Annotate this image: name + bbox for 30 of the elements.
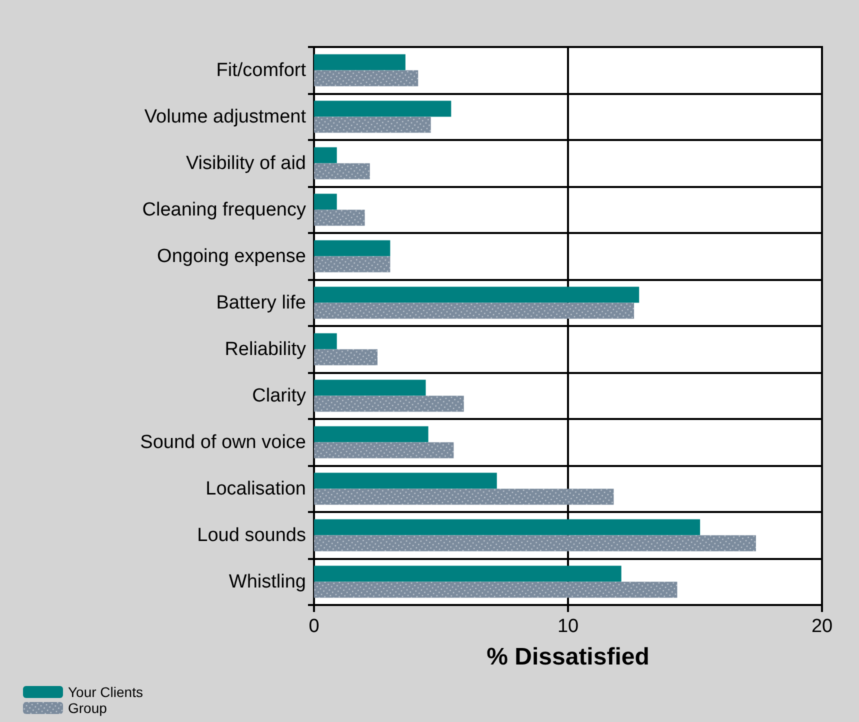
y-tick-label: Fit/comfort — [216, 60, 307, 81]
legend-label: Group — [68, 700, 108, 716]
y-tick-label: Ongoing expense — [157, 246, 306, 267]
y-tick-label: Reliability — [224, 338, 306, 360]
y-tick-label: Visibility of aid — [186, 152, 306, 174]
bar — [314, 286, 640, 303]
bar — [314, 147, 337, 164]
bar — [314, 100, 452, 117]
y-tick-label: Volume adjustment — [144, 106, 307, 128]
bar — [314, 380, 426, 396]
x-tick-label: 10 — [557, 616, 579, 637]
legend-label: Your Clients — [68, 684, 143, 700]
bar — [314, 240, 390, 256]
bar — [314, 519, 700, 536]
y-tick-label: Whistling — [228, 571, 306, 592]
bar — [314, 333, 337, 350]
y-tick-label: Cleaning frequency — [142, 199, 306, 220]
x-tick-label: 0 — [308, 616, 320, 637]
y-tick-label: Battery life — [216, 292, 306, 314]
y-tick-label: Localisation — [206, 478, 306, 500]
bar — [314, 54, 406, 70]
bar — [314, 472, 497, 489]
bar — [314, 566, 622, 582]
bar — [314, 426, 428, 442]
y-tick-label: Loud sounds — [197, 524, 306, 546]
x-tick-label: 20 — [811, 616, 833, 637]
x-axis-title: % Dissatisfied — [486, 644, 650, 670]
bar — [314, 194, 337, 210]
y-tick-label: Sound of own voice — [140, 432, 306, 453]
y-tick-label: Clarity — [252, 385, 306, 406]
